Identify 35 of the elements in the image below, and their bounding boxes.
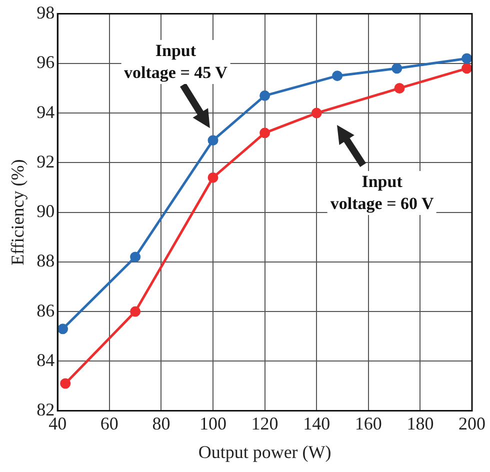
x-tick-label: 100 (200, 413, 226, 434)
x-tick-label: 140 (303, 413, 330, 434)
point (130, 306, 141, 317)
point (332, 70, 343, 82)
x-tick-label: 80 (152, 413, 170, 434)
point (130, 252, 141, 262)
x-tick-label: 200 (458, 413, 486, 434)
y-axis-title: Efficiency (%) (8, 159, 28, 266)
x-tick-label: 160 (354, 413, 382, 434)
y-tick-label: 86 (36, 300, 55, 320)
annotation: Input voltage = 45 V (121, 40, 230, 84)
y-tick-label: 84 (36, 350, 55, 370)
point (208, 172, 218, 183)
point (311, 108, 322, 118)
point (58, 324, 68, 334)
x-tick-label: 40 (48, 413, 67, 434)
point (462, 63, 472, 74)
y-tick-label: 96 (36, 52, 55, 72)
x-tick-label: 60 (100, 413, 118, 434)
point (260, 128, 270, 138)
point (394, 82, 405, 94)
y-tick-label: 88 (36, 250, 55, 271)
annotation: Input voltage = 60 V (327, 171, 437, 216)
point (208, 135, 218, 146)
x-axis-title: Output power (W) (198, 442, 332, 462)
point (60, 378, 71, 389)
point (260, 90, 270, 101)
point (462, 53, 472, 64)
x-tick-label: 120 (251, 413, 278, 434)
y-tick-label: 94 (36, 102, 55, 122)
point (392, 63, 402, 74)
y-tick-label: 90 (36, 201, 55, 222)
y-tick-label: 92 (36, 151, 55, 172)
x-tick-label: 180 (406, 413, 434, 434)
y-tick-label: 98 (36, 2, 55, 23)
